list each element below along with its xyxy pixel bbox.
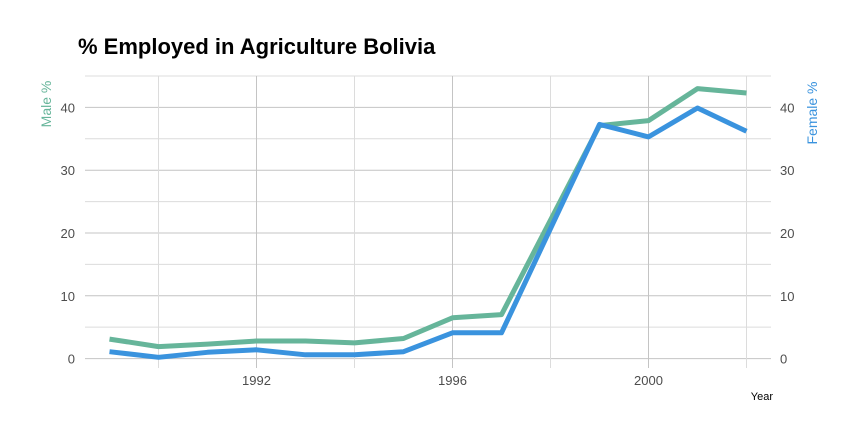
x-axis-title: Year bbox=[751, 391, 774, 403]
y-tick-label-right: 0 bbox=[780, 352, 787, 367]
y-tick-label-right: 10 bbox=[780, 289, 794, 304]
y-tick-label-left: 0 bbox=[68, 352, 75, 367]
y-tick-label-left: 10 bbox=[61, 289, 75, 304]
left-y-axis-title: Male % bbox=[38, 81, 54, 128]
series-lines bbox=[109, 86, 748, 360]
x-tick-label: 1992 bbox=[242, 373, 271, 388]
y-tick-label-right: 20 bbox=[780, 226, 794, 241]
x-tick-label: 2000 bbox=[634, 373, 663, 388]
right-y-axis-title: Female % bbox=[804, 81, 820, 144]
left-y-tick-labels: 0 10 20 30 40 bbox=[61, 100, 75, 366]
x-tick-labels: 1992 1996 2000 bbox=[242, 373, 663, 388]
grid-lines bbox=[85, 75, 771, 368]
y-tick-label-left: 30 bbox=[61, 163, 75, 178]
right-y-tick-labels: 0 10 20 30 40 bbox=[780, 100, 794, 366]
y-tick-label-right: 30 bbox=[780, 163, 794, 178]
y-tick-label-left: 20 bbox=[61, 226, 75, 241]
y-tick-label-right: 40 bbox=[780, 100, 794, 115]
chart-title: % Employed in Agriculture Bolivia bbox=[78, 34, 436, 59]
x-tick-label: 1996 bbox=[438, 373, 467, 388]
y-tick-label-left: 40 bbox=[61, 100, 75, 115]
series-line-male bbox=[109, 86, 747, 350]
series-line-female bbox=[109, 105, 748, 360]
